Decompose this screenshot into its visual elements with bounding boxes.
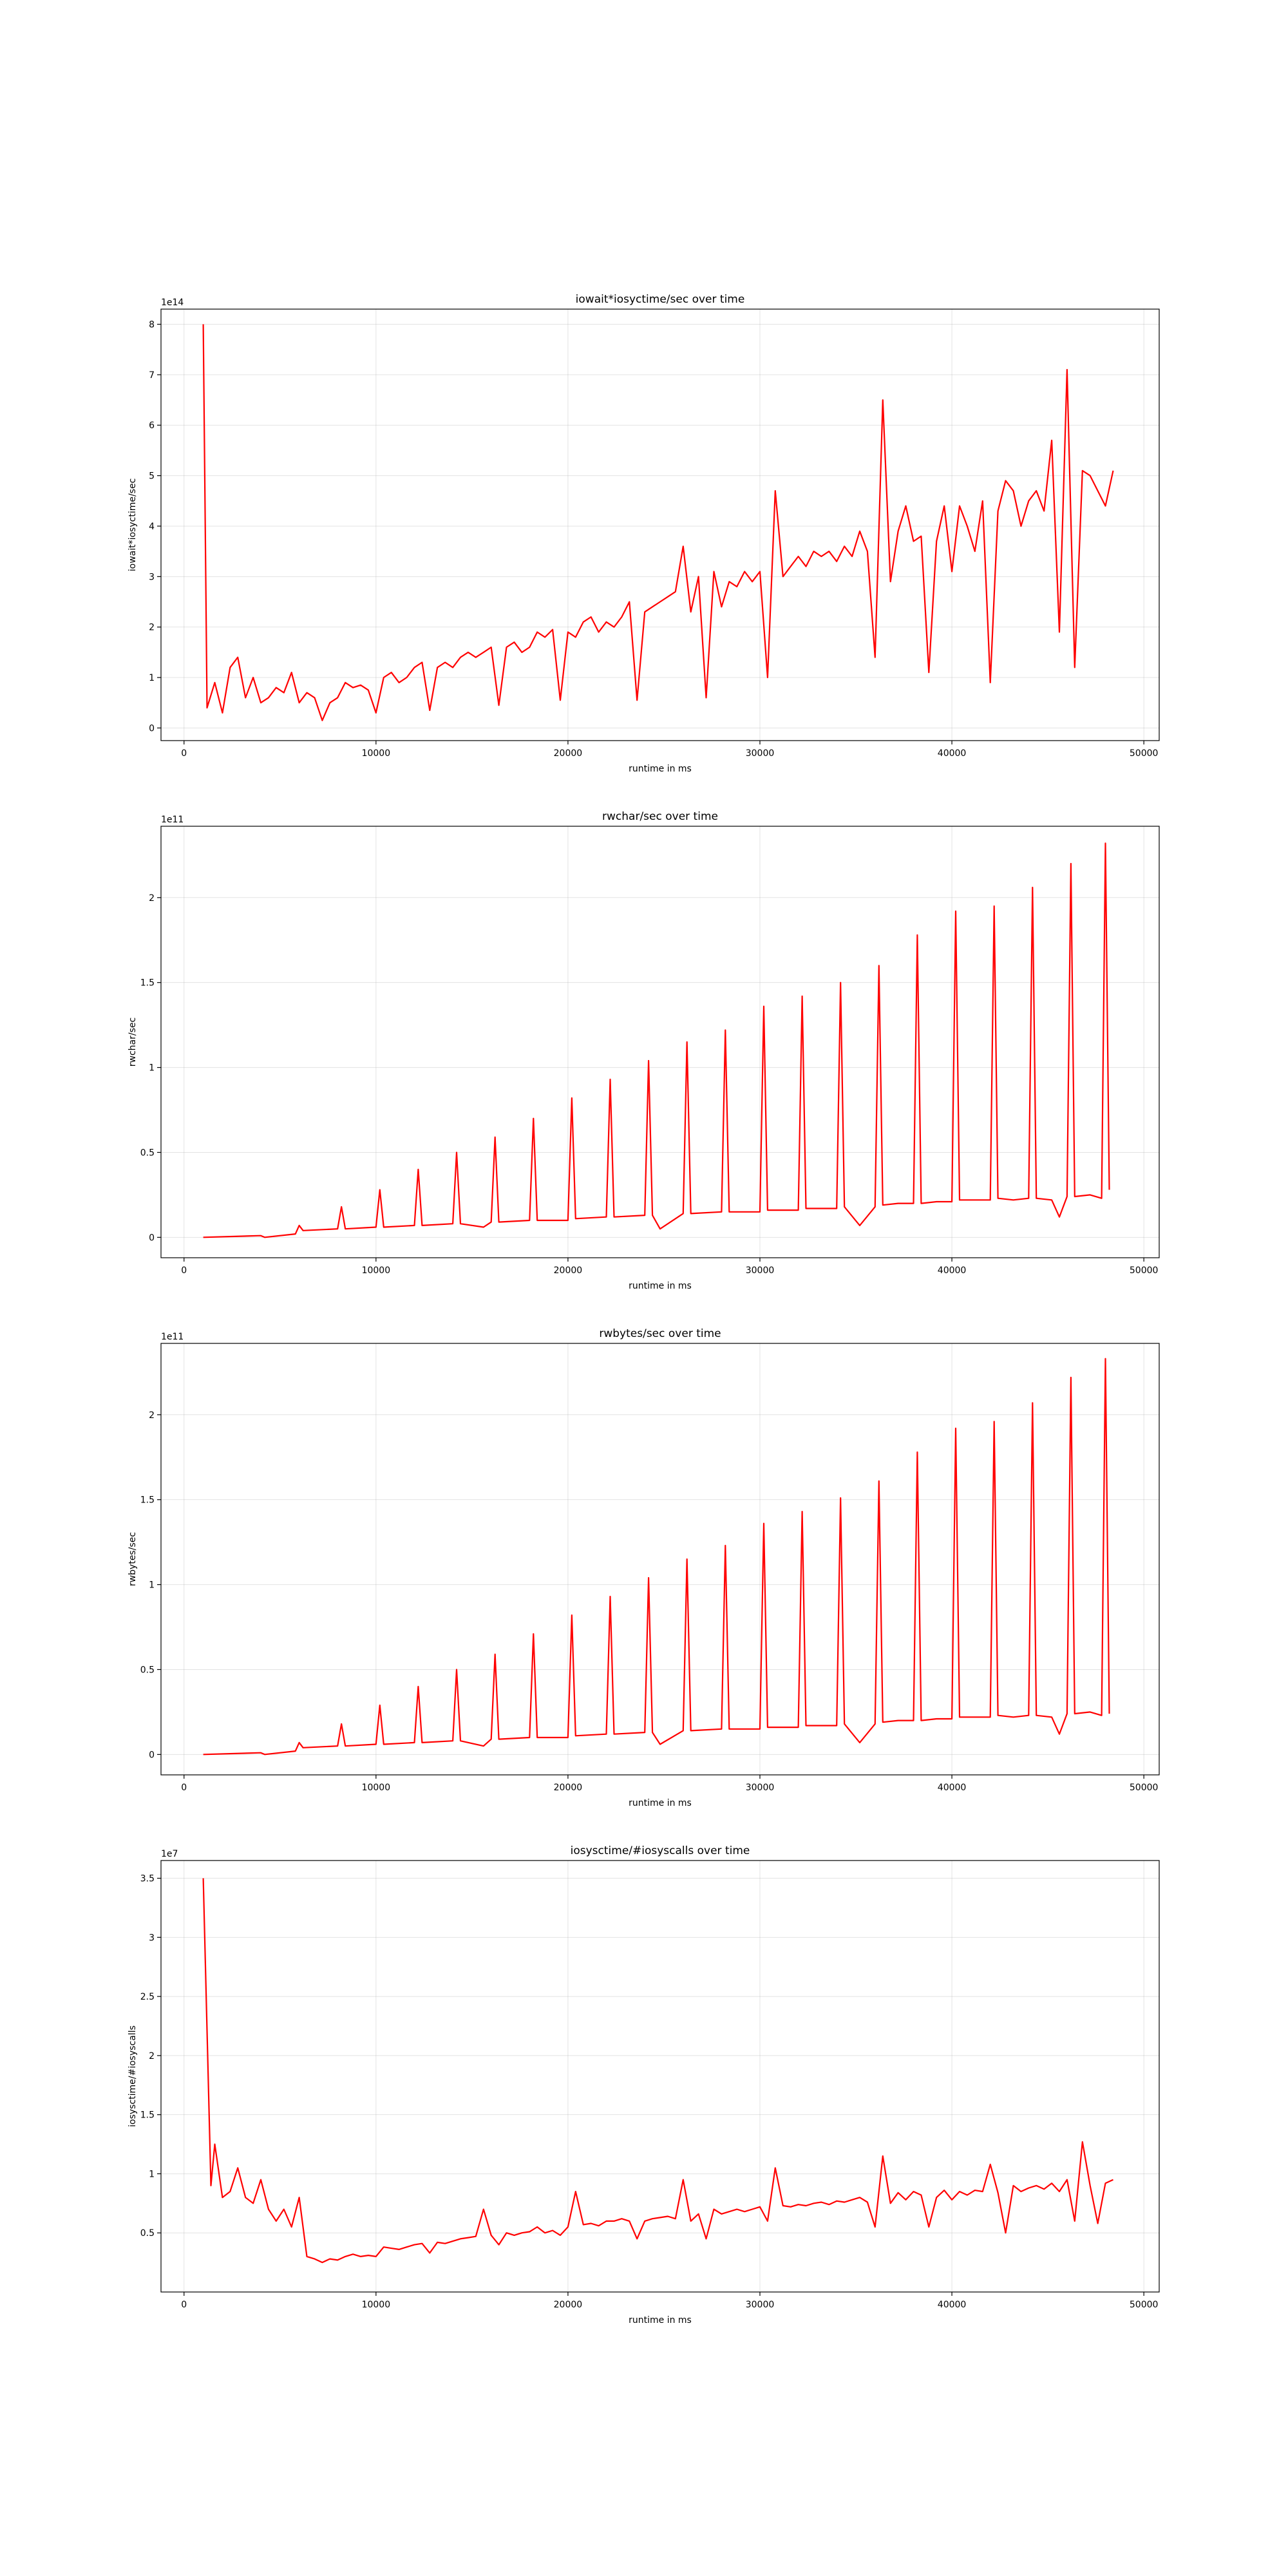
chart-title: rwbytes/sec over time: [599, 1327, 721, 1340]
x-axis-label: runtime in ms: [629, 1798, 692, 1808]
plot-frame: [160, 826, 1160, 1258]
x-tick-label: 0: [181, 1265, 187, 1276]
x-tick-label: 40000: [938, 1783, 967, 1793]
plot-frame: [160, 1343, 1160, 1776]
chart-iosysctime-per-syscall: iosysctime/#iosyscalls over time runtime…: [128, 1844, 1160, 2325]
x-tick-label: 50000: [1130, 2300, 1159, 2310]
x-tick-label: 50000: [1130, 748, 1159, 759]
y-tick-label: 3: [149, 1933, 155, 1943]
chart-title: iosysctime/#iosyscalls over time: [571, 1844, 750, 1857]
x-tick-label: 0: [181, 748, 187, 759]
y-tick-label: 1: [149, 1580, 155, 1591]
chart-title: rwchar/sec over time: [602, 810, 718, 823]
x-tick-label: 0: [181, 2300, 187, 2310]
x-tick-label: 40000: [938, 2300, 967, 2310]
y-tick-label: 0.5: [140, 2228, 155, 2239]
chart-rwbytes: rwbytes/sec over time runtime in ms rwby…: [128, 1327, 1160, 1808]
y-offset-label: 1e11: [161, 1332, 184, 1342]
x-tick-label: 30000: [746, 2300, 775, 2310]
x-axis-label: runtime in ms: [629, 764, 692, 774]
y-tick-label: 4: [149, 522, 155, 532]
x-tick-label: 20000: [554, 1265, 583, 1276]
x-tick-label: 20000: [554, 1783, 583, 1793]
y-tick-label: 7: [149, 370, 155, 381]
plot-frame: [160, 1860, 1160, 2293]
series-line: [202, 1878, 1113, 2264]
x-tick-label: 0: [181, 1783, 187, 1793]
x-tick-label: 50000: [1130, 1783, 1159, 1793]
chart-iowait-iosyctime: iowait*iosyctime/sec over time runtime i…: [128, 293, 1160, 774]
y-tick-label: 8: [149, 320, 155, 330]
x-tick-label: 10000: [362, 748, 391, 759]
x-tick-label: 20000: [554, 2300, 583, 2310]
y-tick-label: 2: [149, 2051, 155, 2061]
y-offset-label: 1e7: [161, 1849, 178, 1859]
y-tick-label: 2.5: [140, 1992, 155, 2002]
y-tick-label: 2: [149, 893, 155, 904]
y-tick-label: 1.5: [140, 1495, 155, 1506]
y-axis-label: iowait*iosyctime/sec: [128, 478, 138, 572]
y-offset-label: 1e11: [161, 815, 184, 825]
y-tick-label: 3.5: [140, 1874, 155, 1884]
series-line: [203, 842, 1110, 1238]
y-tick-label: 2: [149, 623, 155, 633]
y-offset-label: 1e14: [161, 298, 184, 308]
x-tick-label: 30000: [746, 1783, 775, 1793]
y-tick-label: 0: [149, 1233, 155, 1243]
series-line: [203, 1358, 1110, 1756]
y-tick-label: 1.5: [140, 2110, 155, 2121]
y-tick-label: 3: [149, 572, 155, 582]
y-tick-label: 0.5: [140, 1148, 155, 1158]
y-tick-label: 2: [149, 1410, 155, 1421]
x-tick-label: 10000: [362, 1265, 391, 1276]
x-tick-label: 30000: [746, 748, 775, 759]
x-tick-label: 40000: [938, 1265, 967, 1276]
y-axis-label: rwchar/sec: [128, 1018, 138, 1066]
x-tick-label: 50000: [1130, 1265, 1159, 1276]
y-axis-label: rwbytes/sec: [128, 1532, 138, 1586]
y-tick-label: 0: [149, 723, 155, 734]
y-tick-label: 0.5: [140, 1665, 155, 1675]
y-tick-label: 6: [149, 421, 155, 431]
series-line: [202, 324, 1114, 721]
y-tick-label: 0: [149, 1750, 155, 1760]
x-tick-label: 10000: [362, 1783, 391, 1793]
y-axis-label: iosysctime/#iosyscalls: [128, 2025, 138, 2127]
y-tick-label: 5: [149, 471, 155, 482]
y-tick-label: 1: [149, 1063, 155, 1074]
y-tick-label: 1: [149, 673, 155, 683]
chart-rwchar: rwchar/sec over time runtime in ms rwcha…: [128, 810, 1160, 1291]
chart-title: iowait*iosyctime/sec over time: [576, 293, 745, 306]
plot-frame: [160, 308, 1160, 741]
x-tick-label: 40000: [938, 748, 967, 759]
x-tick-label: 20000: [554, 748, 583, 759]
x-axis-label: runtime in ms: [629, 1281, 692, 1291]
y-tick-label: 1.5: [140, 978, 155, 989]
y-tick-label: 1: [149, 2169, 155, 2179]
x-tick-label: 30000: [746, 1265, 775, 1276]
x-axis-label: runtime in ms: [629, 2315, 692, 2325]
x-tick-label: 10000: [362, 2300, 391, 2310]
